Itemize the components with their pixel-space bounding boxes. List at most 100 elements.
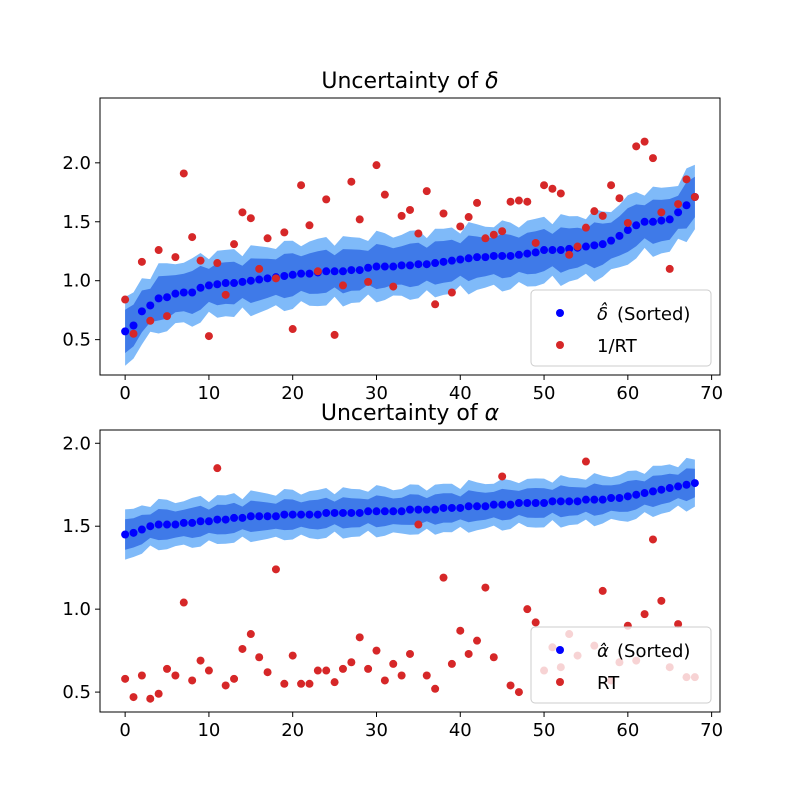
rt-point xyxy=(255,653,264,662)
rt-point xyxy=(129,693,138,702)
rt-point xyxy=(263,234,272,243)
rt-point xyxy=(640,137,649,146)
sorted-estimate-point xyxy=(271,512,280,521)
sorted-estimate-point xyxy=(674,482,683,491)
sorted-estimate-point xyxy=(648,487,657,496)
x-tick-label: 20 xyxy=(281,720,304,741)
sorted-estimate-point xyxy=(246,276,255,285)
chart-title-text: Uncertainty of xyxy=(321,401,485,426)
rt-point xyxy=(280,228,289,237)
sorted-estimate-point xyxy=(297,510,306,519)
sorted-estimate-point xyxy=(590,495,599,504)
sorted-estimate-point xyxy=(489,500,498,509)
x-tick-label: 0 xyxy=(119,720,130,741)
rt-point xyxy=(481,234,490,243)
rt-point xyxy=(422,187,431,196)
rt-point xyxy=(230,674,239,683)
rt-point xyxy=(573,242,582,251)
sorted-estimate-point xyxy=(372,262,381,271)
sorted-estimate-point xyxy=(665,215,674,224)
rt-point xyxy=(397,671,406,680)
rt-point xyxy=(154,689,163,698)
chart-title-symbol: α xyxy=(485,401,500,426)
rt-point xyxy=(481,583,490,592)
rt-point xyxy=(330,678,339,687)
rt-point xyxy=(531,618,540,627)
x-tick-label: 10 xyxy=(197,383,220,404)
rt-point xyxy=(581,457,590,466)
rt-point xyxy=(473,636,482,645)
x-tick-label: 40 xyxy=(449,720,472,741)
sorted-estimate-point xyxy=(473,502,482,511)
y-tick-label: 0.5 xyxy=(62,330,91,351)
rt-point xyxy=(406,205,414,214)
x-tick-label: 50 xyxy=(533,720,556,741)
legend-label-rt: RT xyxy=(597,673,620,694)
sorted-estimate-point xyxy=(523,249,532,258)
legend-label-rt: 1/RT xyxy=(597,336,638,357)
axes-frame xyxy=(99,429,721,713)
rt-point xyxy=(171,253,180,262)
sorted-estimate-point xyxy=(556,246,565,255)
sorted-estimate-point xyxy=(154,294,163,303)
x-tick-label: 30 xyxy=(365,720,388,741)
sorted-estimate-point xyxy=(464,254,473,263)
sorted-estimate-point xyxy=(137,307,146,316)
plot-area xyxy=(121,137,699,366)
rt-point xyxy=(598,586,607,595)
sorted-estimate-point xyxy=(464,502,473,511)
sorted-estimate-point xyxy=(431,505,440,514)
sorted-estimate-point xyxy=(540,246,549,255)
rt-point xyxy=(288,651,297,660)
rt-point xyxy=(447,288,456,297)
sorted-estimate-point xyxy=(238,277,247,286)
sorted-estimate-point xyxy=(246,512,255,521)
sorted-estimate-point xyxy=(338,267,347,276)
rt-point xyxy=(246,214,255,223)
rt-point xyxy=(313,267,322,276)
rt-point xyxy=(431,684,440,693)
sorted-estimate-point xyxy=(397,261,406,270)
sorted-estimate-point xyxy=(322,267,331,276)
sorted-estimate-point xyxy=(204,281,213,290)
rt-point xyxy=(129,329,138,338)
rt-point xyxy=(372,646,381,655)
sorted-estimate-point xyxy=(531,248,540,257)
rt-point xyxy=(246,630,255,639)
legend-label-sorted: (Sorted) xyxy=(617,304,690,325)
sorted-estimate-point xyxy=(146,301,155,310)
sorted-estimate-point xyxy=(171,289,180,298)
rt-point xyxy=(556,189,565,198)
rt-point xyxy=(506,197,515,206)
rt-point xyxy=(598,211,607,220)
rt-point xyxy=(657,208,666,217)
rt-point xyxy=(196,256,205,265)
sorted-estimate-point xyxy=(355,508,364,517)
sorted-estimate-point xyxy=(221,515,230,524)
sorted-estimate-point xyxy=(456,255,465,264)
rt-point xyxy=(288,325,297,334)
alpha-chart: 0 10 20 30 40 50 60 70 0.5 1.0 1.5 2.0 Uncertainty o… xyxy=(62,401,723,741)
rt-point xyxy=(489,653,498,662)
sorted-estimate-point xyxy=(581,242,590,251)
rt-point xyxy=(439,209,448,218)
rt-point xyxy=(188,676,197,685)
chart-title-text: Uncertainty of xyxy=(321,69,485,94)
legend-marker-sorted xyxy=(556,309,564,317)
sorted-estimate-point xyxy=(338,508,347,517)
rt-point xyxy=(531,238,540,247)
sorted-estimate-point xyxy=(330,508,339,517)
sorted-estimate-point xyxy=(297,269,306,278)
rt-point xyxy=(137,257,146,266)
sorted-estimate-point xyxy=(422,505,431,514)
sorted-estimate-point xyxy=(481,253,490,262)
rt-point xyxy=(498,472,507,481)
sorted-estimate-point xyxy=(473,253,482,262)
legend-marker-rt xyxy=(556,678,564,686)
sorted-estimate-point xyxy=(364,507,373,516)
sorted-estimate-point xyxy=(121,327,130,336)
legend-box xyxy=(530,626,712,704)
legend-marker-rt xyxy=(556,341,564,349)
sorted-estimate-point xyxy=(514,498,523,507)
sorted-estimate-point xyxy=(406,505,414,514)
